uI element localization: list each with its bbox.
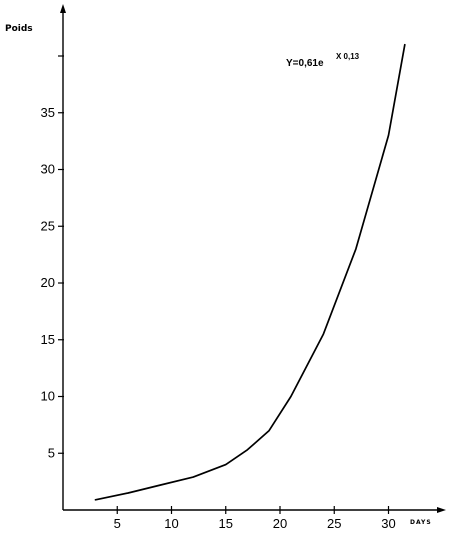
x-tick-label: 25	[327, 516, 341, 531]
y-axis-title: Poids	[5, 24, 33, 34]
y-tick-label: 10	[41, 389, 55, 404]
x-tick-label: 10	[164, 516, 178, 531]
y-tick-label: 25	[41, 218, 55, 233]
y-ticks: 5 10 15 20 25 30 35	[41, 55, 64, 460]
equation-exponent: X 0,13	[336, 52, 360, 61]
x-axis-title: DAYS	[410, 519, 432, 526]
x-tick-label: 15	[219, 516, 233, 531]
x-tick-label: 5	[114, 516, 121, 531]
x-tick-label: 30	[381, 516, 395, 531]
x-ticks: 5 10 15 20 25 30	[114, 506, 396, 531]
x-axis-arrow	[437, 507, 446, 513]
y-tick-label: 35	[41, 105, 55, 120]
axes	[60, 4, 446, 513]
y-axis-arrow	[60, 4, 66, 13]
series	[94, 43, 406, 501]
equation-annotation: Y=0,61e X 0,13	[286, 52, 360, 69]
y-tick-label: 15	[41, 332, 55, 347]
x-tick-label: 20	[273, 516, 287, 531]
series-line	[94, 43, 406, 501]
y-tick-label: 5	[48, 445, 55, 460]
equation-base: Y=0,61e	[286, 58, 324, 69]
y-tick-label: 30	[41, 162, 55, 177]
y-tick-label: 20	[41, 275, 55, 290]
